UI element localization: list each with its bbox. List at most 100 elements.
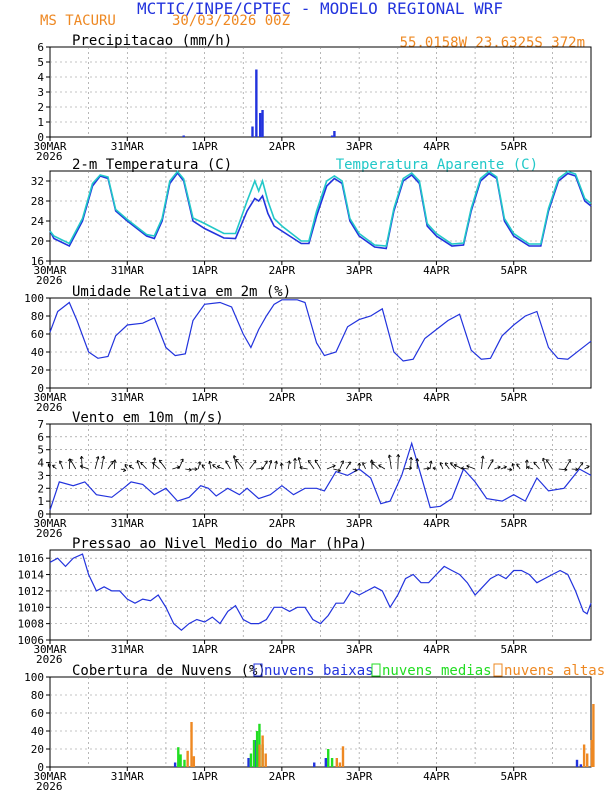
wind-panel: 30MAR 31MAR 1APR 2APR 3APR 4APR 5APR 2026 012345… [33, 418, 592, 540]
wind-vector [178, 458, 184, 470]
wind-vector-head [69, 459, 74, 463]
press-xtick-label: 3APR [346, 643, 373, 656]
wind-xtick-label: 5APR [500, 517, 527, 530]
rh-series-line-0 [49, 299, 592, 362]
clouds-bar-0-7 [575, 759, 579, 767]
press-panel: 30MAR 31MAR 1APR 2APR 3APR 4APR 5APR 2026 1006 10… [18, 549, 592, 666]
wind-vector-head [268, 459, 273, 464]
temp-year-label: 2026 [36, 274, 63, 287]
press-series-line-0 [49, 553, 592, 631]
wind-vector-head [586, 465, 590, 469]
clouds-bar-1-5 [255, 731, 259, 767]
clouds-bar-2-0 [186, 750, 189, 767]
wind-vector [152, 462, 160, 470]
wind-vector [114, 459, 116, 470]
clouds-bar-2-12 [592, 704, 595, 767]
wind-vector [275, 460, 277, 470]
precip-xtick-label: 4APR [423, 140, 450, 153]
press-ytick-label: 1008 [18, 618, 45, 631]
wind-vector [101, 455, 105, 470]
rh-xtick-label: 2APR [269, 391, 296, 404]
wind-vector-head [252, 460, 257, 464]
clouds-bar-2-4 [261, 735, 264, 767]
wind-vector-head [274, 460, 278, 464]
legend-mid-label: nuvens medias [382, 663, 492, 679]
wind-vector-head [299, 465, 303, 470]
wind-vector-head [516, 463, 520, 467]
wind-vector-head [409, 456, 413, 461]
clouds-bar-0-5 [313, 762, 316, 767]
wind-vector-head [212, 464, 216, 468]
wind-vector-head [575, 467, 579, 472]
clouds-xtick-label: 4APR [423, 770, 450, 783]
clouds-bar-2-11 [590, 740, 594, 767]
wind-vector-head [136, 460, 141, 464]
precip-xtick-label: 31MAR [111, 140, 144, 153]
wind-vector [378, 464, 386, 470]
wind-vector-head [122, 468, 127, 472]
wind-series-line-0 [49, 441, 592, 511]
wind-vector-head [297, 457, 302, 461]
wind-vector-head [197, 461, 201, 465]
wind-vector-head [490, 459, 494, 463]
wind-vector [197, 461, 201, 470]
wind-vector [217, 465, 225, 470]
wind-vector-head [208, 460, 212, 465]
temp-ytick-label: 20 [31, 235, 44, 248]
press-year-label: 2026 [36, 653, 63, 666]
apparent-temp-legend: Temperatura Aparente (C) [336, 157, 538, 173]
wind-vector [533, 461, 540, 470]
wind-vector-head [194, 467, 198, 472]
rh-xtick-label: 3APR [346, 391, 373, 404]
wind-vector [345, 461, 351, 470]
temp-xtick-label: 3APR [346, 264, 373, 277]
wind-vector-head [450, 462, 454, 466]
wind-vector-head [378, 464, 382, 468]
wind-xtick-label: 30MAR [33, 517, 66, 530]
wind-vector-head [567, 459, 571, 463]
clouds-bar-2-5 [264, 753, 267, 767]
chart-panels: 30MAR 31MAR 1APR 2APR 3APR 4APR 5APR2026012345… [18, 41, 595, 792]
temp-ytick-label: 32 [31, 175, 44, 188]
wind-xtick-label: 2APR [269, 517, 296, 530]
clouds-bar-2-7 [338, 762, 342, 767]
press-ytick-label: 1016 [18, 552, 45, 565]
clouds-bar-1-4 [252, 740, 256, 767]
temp-xtick-label: 31MAR [111, 264, 144, 277]
wind-vector-head [415, 458, 420, 462]
press-ytick-label: 1012 [18, 585, 45, 598]
temp-xtick-label: 5APR [500, 264, 527, 277]
wind-xtick-label: 4APR [423, 517, 450, 530]
clouds-xtick-label: 3APR [346, 770, 373, 783]
wind-vector [487, 459, 494, 470]
temp-xtick-label: 2APR [269, 264, 296, 277]
wind-vector-head [564, 467, 568, 472]
wind-vector-head [503, 465, 507, 470]
temp-ytick-label: 28 [31, 195, 44, 208]
rh-xtick-label: 1APR [191, 391, 218, 404]
clouds-bar-2-3 [258, 744, 261, 767]
precip-bar-0-4 [261, 110, 264, 137]
wind-vector [339, 460, 344, 470]
precip-xtick-label: 1APR [191, 140, 218, 153]
wind-vector [326, 465, 336, 470]
chart-title: MCTIC/INPE/CPTEC - MODELO REGIONAL WRF [137, 0, 503, 18]
wind-vector-head [511, 463, 516, 467]
clouds-bar-1-8 [327, 749, 330, 767]
wind-vector-head [453, 463, 458, 468]
pressure-title: Pressao ao Nivel Medio do Mar (hPa) [72, 536, 367, 552]
clouds-bar-1-2 [183, 759, 186, 767]
legend-high-swatch [493, 663, 503, 677]
precip-ytick-label: 0 [37, 131, 44, 144]
precip-title: Precipitacao (mm/h) [72, 33, 232, 49]
wind-vector-head [232, 455, 237, 459]
wind-vector-head [287, 460, 291, 464]
wind-vector-head [542, 457, 546, 462]
precip-xtick-label: 5APR [500, 140, 527, 153]
wind-vector [571, 468, 579, 470]
wind-vector [94, 456, 99, 470]
precip-xtick-label: 30MAR [33, 140, 66, 153]
precip-panel: 30MAR 31MAR 1APR 2APR 3APR 4APR 5APR 2026 0 1 2 3 4 5… [33, 41, 592, 163]
wind-vector [136, 460, 141, 470]
wind-vector-head [293, 457, 297, 461]
